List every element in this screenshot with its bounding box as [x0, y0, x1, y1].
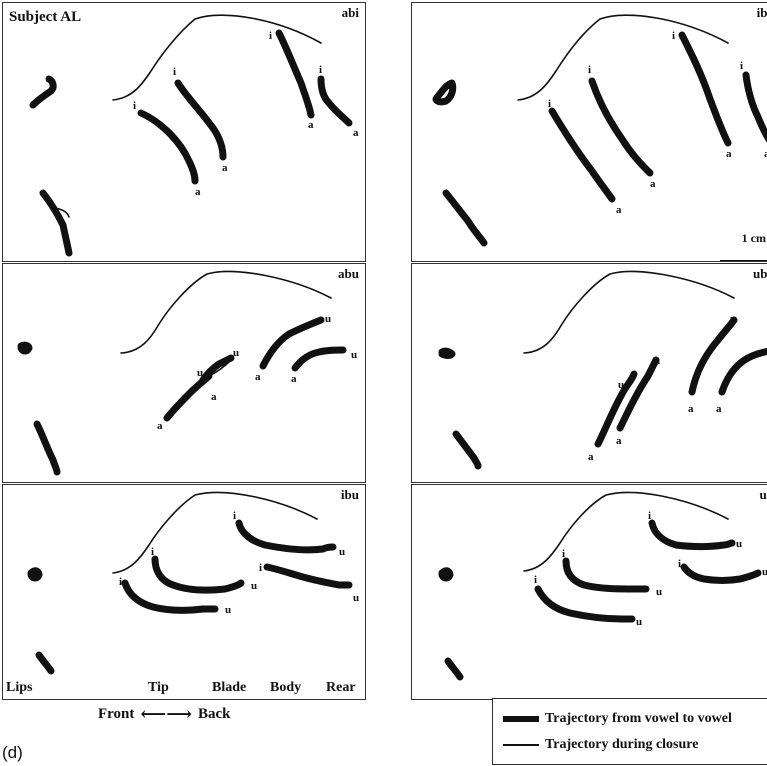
svg-text:u: u — [636, 616, 642, 628]
svg-text:i: i — [259, 562, 262, 574]
svg-text:i: i — [678, 558, 681, 570]
scale-label: 1 cm — [741, 231, 766, 245]
direction-indicator: Front ⟵⟶ Back — [98, 704, 231, 725]
svg-text:i: i — [548, 98, 551, 110]
svg-text:u: u — [730, 313, 736, 325]
svg-text:i: i — [173, 66, 176, 78]
panel-label-ibu: ibu — [340, 487, 359, 502]
panel-iba: iba i a i a i a i a 1 cm — [411, 2, 767, 262]
axis-label-blade: Blade — [212, 680, 247, 695]
svg-text:a: a — [195, 186, 201, 198]
axis-label-body: Body — [270, 680, 302, 695]
svg-text:i: i — [534, 574, 537, 586]
axis-label-tip: Tip — [148, 680, 169, 695]
scale-bar — [720, 260, 767, 261]
subject-title: Subject AL — [9, 9, 82, 25]
legend-thick-label: Trajectory from vowel to vowel — [545, 711, 732, 726]
panel-abi: Subject AL abi i a i a i a i a — [2, 2, 366, 262]
trajectory-plot-abu: a u a u a u a u — [17, 270, 357, 476]
figure-tag: (d) — [2, 743, 23, 762]
svg-text:a: a — [222, 162, 228, 174]
legend-thin-label: Trajectory during closure — [545, 737, 699, 752]
svg-text:a: a — [255, 371, 261, 383]
svg-text:u: u — [656, 586, 662, 598]
svg-text:u: u — [233, 347, 239, 359]
svg-text:a: a — [308, 119, 314, 131]
axis-label-rear: Rear — [326, 680, 356, 695]
trajectory-plot-uba: a u a u a u a — [438, 270, 767, 470]
panel-label-abi: abi — [341, 5, 359, 20]
panel-label-iba: iba — [756, 5, 767, 20]
panel-ibu: ibu i u i u i u i u — [2, 484, 366, 700]
panel-ubi: ub i u i u i u i u — [411, 484, 767, 700]
axis-label-lips: Lips — [6, 680, 33, 695]
svg-text:a: a — [688, 403, 694, 415]
svg-text:a: a — [157, 420, 163, 432]
svg-text:i: i — [151, 546, 154, 558]
svg-text:a: a — [726, 148, 732, 160]
legend-thick-line-icon — [503, 716, 539, 722]
trajectory-plot-ubi: i u i u i u i u — [438, 491, 767, 681]
svg-text:i: i — [672, 30, 675, 42]
svg-text:i: i — [740, 60, 743, 72]
svg-text:a: a — [616, 435, 622, 447]
svg-text:i: i — [269, 30, 272, 42]
svg-text:u: u — [762, 566, 767, 578]
panel-uba: uba a u a u a u a — [411, 263, 767, 483]
trajectory-plot-ibu: i u i u i u i u — [27, 491, 359, 675]
svg-text:i: i — [233, 510, 236, 522]
legend-row-thin: Trajectory during closure — [503, 737, 698, 753]
svg-text:a: a — [588, 451, 594, 463]
svg-text:i: i — [648, 510, 651, 522]
svg-text:u: u — [339, 546, 345, 558]
legend-row-thick: Trajectory from vowel to vowel — [503, 711, 732, 727]
svg-text:u: u — [654, 355, 660, 367]
front-label: Front — [98, 706, 135, 722]
svg-text:a: a — [353, 127, 359, 139]
svg-text:i: i — [562, 548, 565, 560]
svg-text:u: u — [325, 313, 331, 325]
svg-text:a: a — [616, 204, 622, 216]
double-arrow-icon: ⟵⟶ — [140, 704, 192, 724]
svg-text:a: a — [650, 178, 656, 190]
svg-text:u: u — [351, 349, 357, 361]
panel-abu: abu a u a u a u a u — [2, 263, 366, 483]
svg-text:a: a — [291, 373, 297, 385]
legend: Trajectory from vowel to vowel Trajector… — [492, 698, 767, 765]
svg-text:u: u — [736, 538, 742, 550]
svg-text:i: i — [319, 64, 322, 76]
svg-text:u: u — [618, 379, 624, 391]
svg-text:a: a — [764, 148, 767, 160]
svg-text:u: u — [225, 604, 231, 616]
panel-label-uba: uba — [753, 266, 767, 281]
trajectory-plot-abi: i a i a i a i a — [29, 14, 359, 257]
trajectory-plot-iba: i a i a i a i a — [432, 14, 767, 247]
svg-text:u: u — [251, 580, 257, 592]
panel-label-ubi: ub — [759, 487, 767, 502]
svg-text:i: i — [588, 64, 591, 76]
svg-text:i: i — [119, 576, 122, 588]
svg-text:a: a — [716, 403, 722, 415]
legend-thin-line-icon — [503, 744, 539, 746]
svg-text:u: u — [353, 592, 359, 604]
svg-text:a: a — [211, 391, 217, 403]
svg-text:i: i — [133, 100, 136, 112]
svg-text:u: u — [197, 367, 203, 379]
panel-label-abu: abu — [338, 266, 359, 281]
back-label: Back — [198, 706, 231, 722]
